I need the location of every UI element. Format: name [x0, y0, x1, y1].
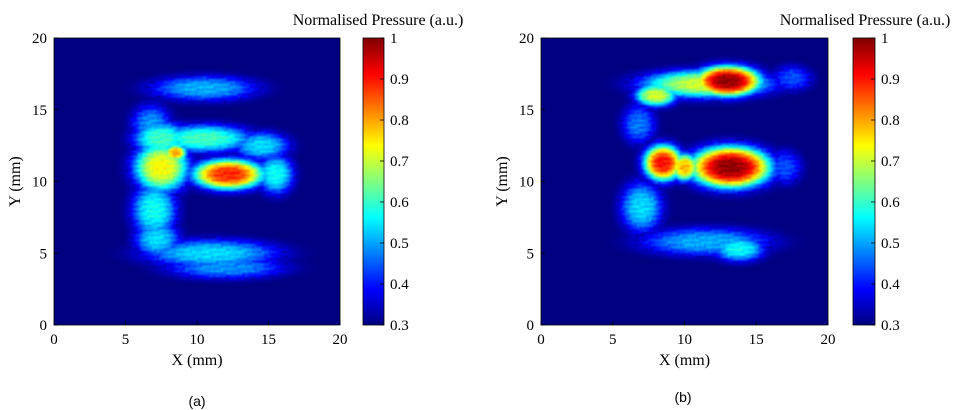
x-tick-label: 5 [122, 332, 130, 348]
colorbar-tick-label: 0.6 [390, 195, 409, 211]
colorbar-a-title: Normalised Pressure (a.u.) [293, 12, 464, 29]
y-tick-label: 0 [40, 318, 48, 334]
y-tick-label: 20 [519, 31, 534, 47]
panel-b-caption: (b) [674, 389, 691, 405]
y-tick-label: 5 [527, 246, 535, 262]
x-tick-label: 20 [333, 332, 348, 348]
colorbar-tick-label: 0.9 [881, 72, 900, 88]
colorbar-tick-label: 0.3 [881, 318, 900, 334]
heatmap-a-y-axis-label: Y (mm) [7, 156, 24, 207]
colorbar-tick-label: 0.4 [881, 277, 900, 293]
colorbar-tick-label: 0.8 [881, 113, 900, 129]
colorbar-tick-label: 0.4 [390, 277, 409, 293]
x-tick-label: 20 [821, 332, 836, 348]
colorbar-tick-label: 0.5 [881, 236, 900, 252]
heatmap-a-image [54, 38, 340, 325]
x-tick-label: 10 [190, 332, 205, 348]
y-tick-label: 15 [32, 103, 47, 119]
colorbar-tick-label: 1 [390, 31, 398, 47]
heatmap-b-image [541, 38, 828, 325]
x-tick-label: 0 [50, 332, 58, 348]
heatmap-a-y-ticks: 0 5 10 15 20 [32, 31, 58, 334]
colorbar-a-ticks: 0.3 0.4 0.5 0.6 0.7 0.8 0.9 1 [380, 31, 409, 334]
y-tick-label: 0 [527, 318, 535, 334]
y-tick-label: 5 [40, 246, 48, 262]
heatmap-b-y-axis-label: Y (mm) [494, 156, 511, 207]
colorbar-tick-label: 0.8 [390, 113, 409, 129]
colorbar-tick-label: 0.5 [390, 236, 409, 252]
y-tick-label: 10 [519, 175, 534, 191]
colorbar-b-ticks: 0.3 0.4 0.5 0.6 0.7 0.8 0.9 1 [871, 31, 900, 334]
y-tick-label: 15 [519, 103, 534, 119]
colorbar-b-bar [852, 37, 876, 326]
heatmap-b-y-ticks: 0 5 10 15 20 [519, 31, 545, 334]
colorbar-tick-label: 0.7 [390, 154, 409, 170]
y-tick-label: 10 [32, 175, 47, 191]
heatmap-b-x-axis-label: X (mm) [659, 352, 710, 369]
heatmap-a-x-ticks: 0 5 10 15 20 [50, 321, 348, 348]
x-tick-label: 10 [677, 332, 692, 348]
panel-a-caption: (a) [188, 393, 205, 409]
colorbar-a-bar [362, 37, 385, 326]
colorbar-tick-label: 0.3 [390, 318, 409, 334]
x-tick-label: 15 [261, 332, 276, 348]
colorbar-tick-label: 0.6 [881, 195, 900, 211]
y-tick-label: 20 [32, 31, 47, 47]
x-tick-label: 0 [537, 332, 545, 348]
x-tick-label: 5 [609, 332, 617, 348]
heatmap-a-x-axis-label: X (mm) [171, 352, 222, 369]
colorbar-tick-label: 0.9 [390, 72, 409, 88]
colorbar-b-title: Normalised Pressure (a.u.) [780, 12, 951, 29]
heatmap-b-x-ticks: 0 5 10 15 20 [537, 321, 836, 348]
colorbar-tick-label: 0.7 [881, 154, 900, 170]
colorbar-tick-label: 1 [881, 31, 889, 47]
x-tick-label: 15 [749, 332, 764, 348]
